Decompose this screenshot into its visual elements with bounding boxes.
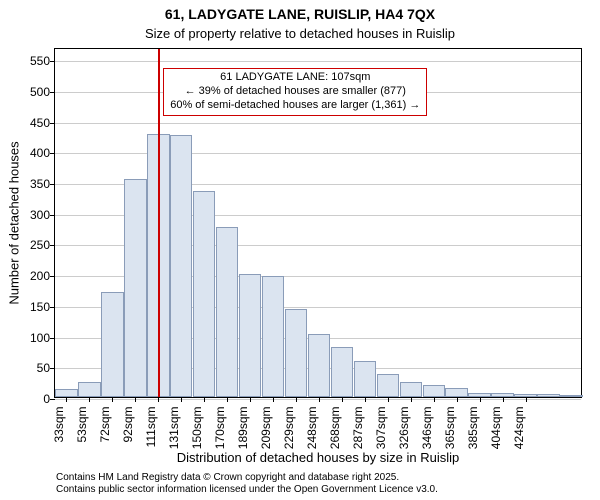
attribution-footer: Contains HM Land Registry data © Crown c… [56, 472, 438, 496]
histogram-bar [331, 347, 353, 397]
x-tick-mark [66, 397, 67, 402]
x-tick-mark [319, 397, 320, 402]
histogram-bar [193, 191, 215, 397]
histogram-bar [78, 382, 100, 397]
x-tick-mark [342, 397, 343, 402]
x-tick-label: 189sqm [231, 407, 250, 450]
histogram-bar [285, 309, 307, 397]
x-tick-label: 111sqm [139, 407, 158, 448]
y-gridline [55, 153, 581, 154]
y-tick-label: 50 [37, 361, 55, 375]
x-tick-label: 346sqm [415, 407, 434, 450]
y-tick-label: 250 [30, 238, 55, 252]
x-tick-mark [526, 397, 527, 402]
x-tick-label: 248sqm [300, 407, 319, 450]
x-tick-mark [365, 397, 366, 402]
y-tick-label: 300 [30, 208, 55, 222]
histogram-bar [400, 382, 422, 397]
x-tick-mark [250, 397, 251, 402]
x-tick-mark [181, 397, 182, 402]
x-tick-label: 268sqm [323, 407, 342, 450]
x-tick-mark [112, 397, 113, 402]
x-tick-label: 53sqm [70, 407, 89, 443]
histogram-bar [216, 227, 238, 397]
y-gridline [55, 123, 581, 124]
histogram-bar [423, 385, 445, 397]
x-tick-mark [434, 397, 435, 402]
histogram-bar [55, 389, 77, 397]
x-tick-mark [480, 397, 481, 402]
y-tick-label: 400 [30, 146, 55, 160]
histogram-bar [354, 361, 376, 397]
y-tick-label: 450 [30, 116, 55, 130]
x-tick-label: 170sqm [208, 407, 227, 450]
x-tick-mark [204, 397, 205, 402]
x-tick-mark [89, 397, 90, 402]
histogram-bar [239, 274, 261, 397]
y-gridline [55, 61, 581, 62]
annotation-box: 61 LADYGATE LANE: 107sqm← 39% of detache… [163, 68, 427, 115]
x-tick-mark [411, 397, 412, 402]
x-axis-label: Distribution of detached houses by size … [54, 450, 582, 465]
footer-line-2: Contains public sector information licen… [56, 484, 438, 496]
x-tick-label: 365sqm [438, 407, 457, 450]
y-axis-label: Number of detached houses [7, 141, 22, 304]
y-tick-label: 550 [30, 54, 55, 68]
annotation-line: 60% of semi-detached houses are larger (… [170, 99, 420, 113]
x-tick-label: 404sqm [484, 407, 503, 450]
reference-line [158, 49, 160, 397]
y-tick-label: 100 [30, 331, 55, 345]
x-tick-mark [296, 397, 297, 402]
x-tick-label: 385sqm [461, 407, 480, 450]
y-tick-label: 150 [30, 300, 55, 314]
histogram-bar [308, 334, 330, 397]
x-tick-mark [135, 397, 136, 402]
annotation-line: ← 39% of detached houses are smaller (87… [170, 85, 420, 99]
y-tick-label: 200 [30, 269, 55, 283]
x-tick-label: 229sqm [277, 407, 296, 450]
histogram-bar [445, 388, 467, 397]
x-tick-label: 33sqm [47, 407, 66, 443]
histogram-bar [537, 394, 559, 397]
footer-line-1: Contains HM Land Registry data © Crown c… [56, 472, 438, 484]
x-tick-label: 307sqm [369, 407, 388, 450]
x-tick-label: 72sqm [93, 407, 112, 443]
histogram-bar [101, 292, 123, 397]
x-tick-mark [388, 397, 389, 402]
y-tick-label: 500 [30, 85, 55, 99]
histogram-bar [124, 179, 146, 397]
x-tick-label: 287sqm [346, 407, 365, 450]
x-tick-mark [503, 397, 504, 402]
x-tick-label: 92sqm [116, 407, 135, 443]
annotation-line: 61 LADYGATE LANE: 107sqm [170, 71, 420, 85]
histogram-bar [560, 395, 582, 397]
x-tick-label: 150sqm [185, 407, 204, 450]
x-tick-label: 424sqm [507, 407, 526, 450]
histogram-bar [377, 374, 399, 397]
histogram-bar [262, 276, 284, 397]
plot-area: 05010015020025030035040045050055033sqm53… [54, 48, 582, 398]
property-size-histogram: 61, LADYGATE LANE, RUISLIP, HA4 7QX Size… [0, 0, 600, 500]
y-tick-label: 350 [30, 177, 55, 191]
x-tick-mark [273, 397, 274, 402]
histogram-bar [170, 135, 192, 397]
chart-title-address: 61, LADYGATE LANE, RUISLIP, HA4 7QX [0, 6, 600, 22]
y-tick-label: 0 [43, 392, 55, 406]
x-tick-label: 209sqm [254, 407, 273, 450]
x-tick-mark [227, 397, 228, 402]
x-tick-mark [158, 397, 159, 402]
x-tick-mark [457, 397, 458, 402]
chart-title-description: Size of property relative to detached ho… [0, 26, 600, 41]
x-tick-label: 131sqm [162, 407, 181, 450]
x-tick-label: 326sqm [392, 407, 411, 450]
